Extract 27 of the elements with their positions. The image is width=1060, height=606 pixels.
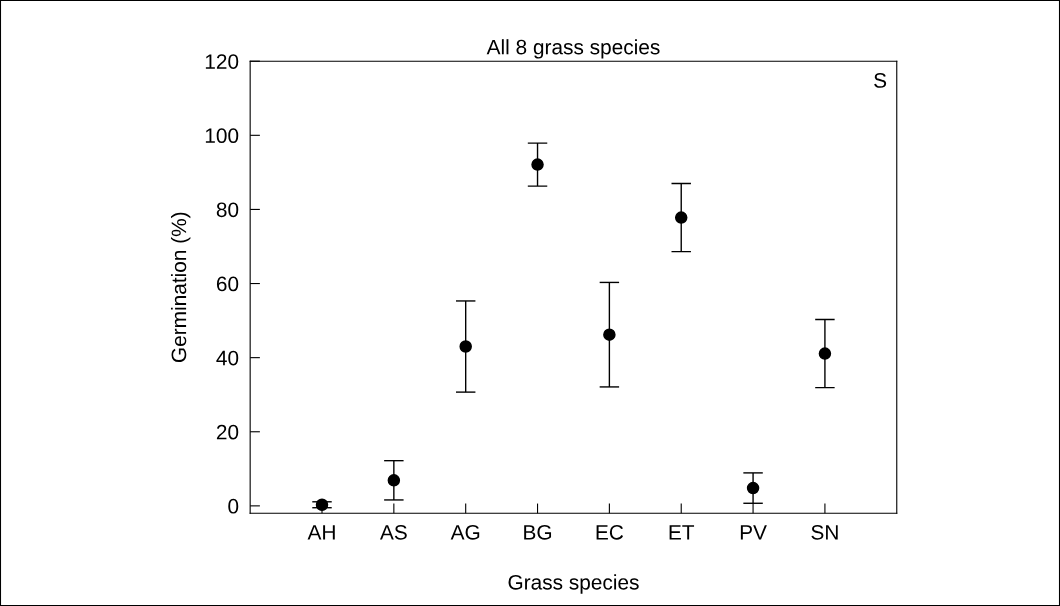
y-tick-label: 0 (228, 498, 239, 514)
x-tick-label: BG (524, 524, 552, 540)
x-tick-label: ET (669, 525, 695, 540)
x-axis-title: Grass species (508, 574, 639, 594)
point (746, 481, 760, 495)
annotation: S (874, 73, 887, 88)
point (531, 158, 544, 171)
chart-title: All 8 grass species (486, 39, 660, 59)
point (315, 498, 329, 512)
y-tick-label: 20 (216, 424, 239, 440)
x-tick-label: SN (811, 524, 838, 540)
y-tick-label: 40 (216, 350, 239, 366)
point (674, 211, 688, 224)
point (603, 328, 616, 341)
x-tick-label: AS (379, 524, 407, 540)
y-tick-label: 60 (216, 276, 239, 292)
x-tick-label: AH (307, 525, 335, 540)
x-tick-label: EC (596, 524, 624, 540)
y-axis-title: Germination (%) (170, 212, 191, 363)
y-tick-label: 80 (216, 202, 239, 218)
point (387, 474, 401, 487)
x-tick-label: PV (740, 525, 767, 540)
point (818, 347, 832, 360)
point (459, 340, 472, 353)
y-tick-label: 100 (205, 128, 239, 144)
y-tick-label: 120 (205, 54, 239, 69)
x-tick-label: AG (450, 524, 480, 540)
